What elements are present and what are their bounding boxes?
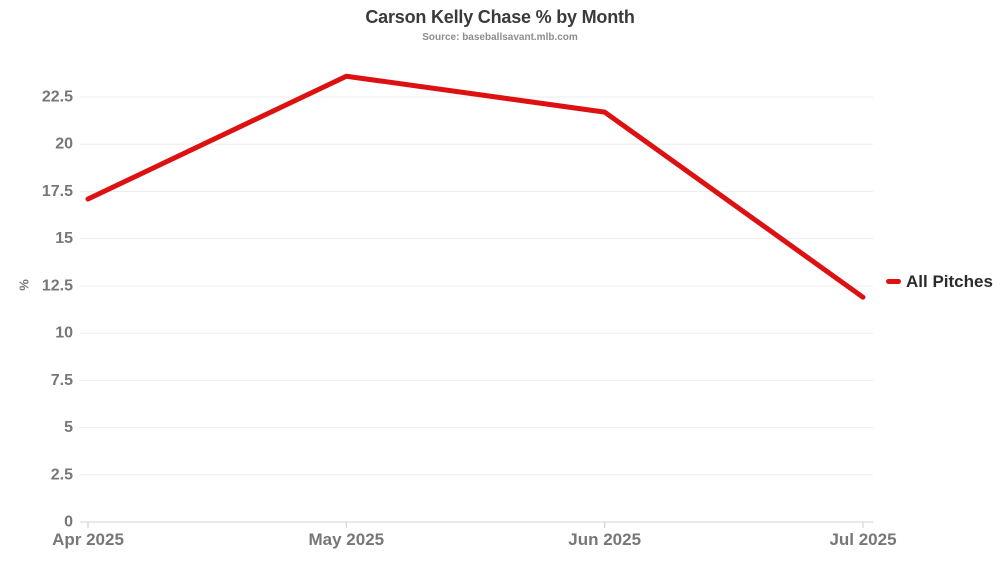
chart-title: Carson Kelly Chase % by Month (365, 7, 635, 27)
x-tick-label: Apr 2025 (52, 530, 124, 549)
y-tick-label: 17.5 (42, 183, 73, 200)
y-tick-label: 2.5 (51, 466, 73, 483)
y-axis-label: % (17, 279, 32, 291)
y-tick-label: 10 (55, 325, 73, 342)
y-tick-label: 7.5 (51, 372, 73, 389)
y-tick-label: 12.5 (42, 277, 73, 294)
x-tick-label: May 2025 (309, 530, 385, 549)
x-tick-label: Jun 2025 (568, 530, 641, 549)
chart-subtitle: Source: baseballsavant.mlb.com (422, 32, 578, 43)
legend-label: All Pitches (906, 271, 993, 291)
x-tick-label: Jul 2025 (829, 530, 896, 549)
legend: All Pitches (886, 271, 993, 292)
y-tick-label: 15 (55, 230, 73, 247)
y-tick-label: 5 (64, 419, 73, 436)
y-tick-label: 0 (64, 514, 73, 531)
y-tick-label: 22.5 (42, 88, 73, 105)
y-tick-label: 20 (55, 136, 73, 153)
data-line (85, 73, 866, 300)
legend-line-swatch (886, 279, 901, 284)
